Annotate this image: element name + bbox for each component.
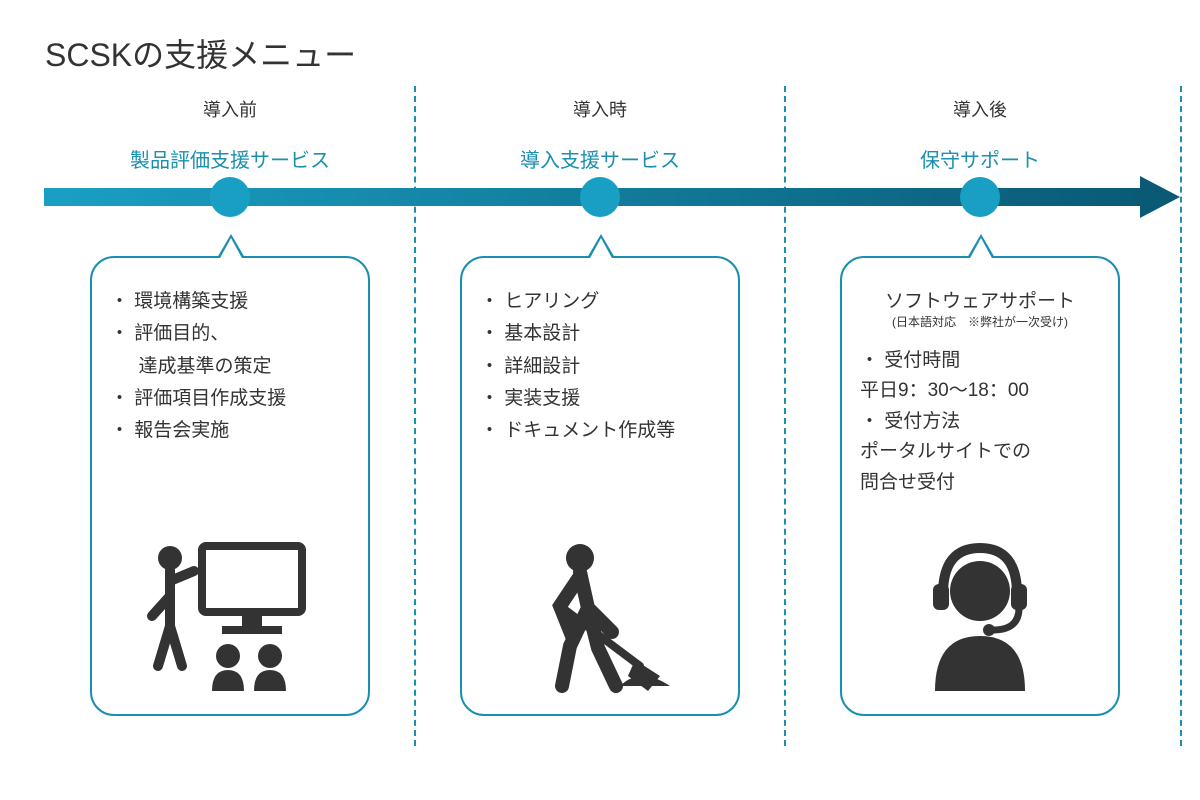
support-subtitle: (日本語対応 ※弊社が一次受け): [860, 313, 1100, 330]
bubble-list: ヒアリング 基本設計 詳細設計 実装支援 ドキュメント作成等: [480, 286, 720, 447]
construction-icon: [462, 526, 738, 696]
phase-label: 導入後: [880, 96, 1080, 122]
support-title: ソフトウェアサポート: [860, 286, 1100, 313]
service-label: 保守サポート: [840, 144, 1120, 173]
diagram-container: 導入前 導入時 導入後 製品評価支援サービス 導入支援サービス 保守サポート 環…: [0, 76, 1200, 776]
support-method-label: 受付方法: [860, 407, 1100, 437]
support-method-value: ポータルサイトでの: [860, 437, 1100, 467]
phase-label: 導入前: [130, 96, 330, 122]
timeline-node: [580, 177, 620, 217]
support-details: 受付時間 平日9：30～18：00 受付方法 ポータルサイトでの 問合せ受付: [860, 346, 1100, 498]
list-item: 報告会実施: [110, 415, 350, 447]
support-hours-label: 受付時間: [860, 346, 1100, 376]
list-item: 詳細設計: [480, 351, 720, 383]
phase-divider: [414, 86, 416, 746]
timeline-arrow-head: [1140, 176, 1180, 218]
phase-divider: [1180, 86, 1182, 746]
service-label: 製品評価支援サービス: [90, 144, 370, 173]
support-method-value: 問合せ受付: [860, 468, 1100, 498]
support-hours-value: 平日9：30～18：00: [860, 376, 1100, 406]
list-item: 評価項目作成支援: [110, 383, 350, 415]
timeline-node: [210, 177, 250, 217]
phase-divider: [784, 86, 786, 746]
page-title: SCSKの支援メニュー: [0, 0, 1200, 76]
list-item: 実装支援: [480, 383, 720, 415]
list-item: ドキュメント作成等: [480, 415, 720, 447]
presentation-icon: [92, 526, 368, 696]
phase-label: 導入時: [500, 96, 700, 122]
bubble-introduction: ヒアリング 基本設計 詳細設計 実装支援 ドキュメント作成等: [460, 256, 740, 716]
timeline-node: [960, 177, 1000, 217]
list-item: ヒアリング: [480, 286, 720, 318]
list-item: 達成基準の策定: [110, 351, 350, 383]
headset-support-icon: [842, 526, 1118, 696]
list-item: 環境構築支援: [110, 286, 350, 318]
list-item: 基本設計: [480, 318, 720, 350]
bubble-list: 環境構築支援 評価目的、 達成基準の策定 評価項目作成支援 報告会実施: [110, 286, 350, 447]
service-label: 導入支援サービス: [460, 144, 740, 173]
bubble-pre-introduction: 環境構築支援 評価目的、 達成基準の策定 評価項目作成支援 報告会実施: [90, 256, 370, 716]
bubble-post-introduction: ソフトウェアサポート (日本語対応 ※弊社が一次受け) 受付時間 平日9：30～…: [840, 256, 1120, 716]
list-item: 評価目的、: [110, 318, 350, 350]
